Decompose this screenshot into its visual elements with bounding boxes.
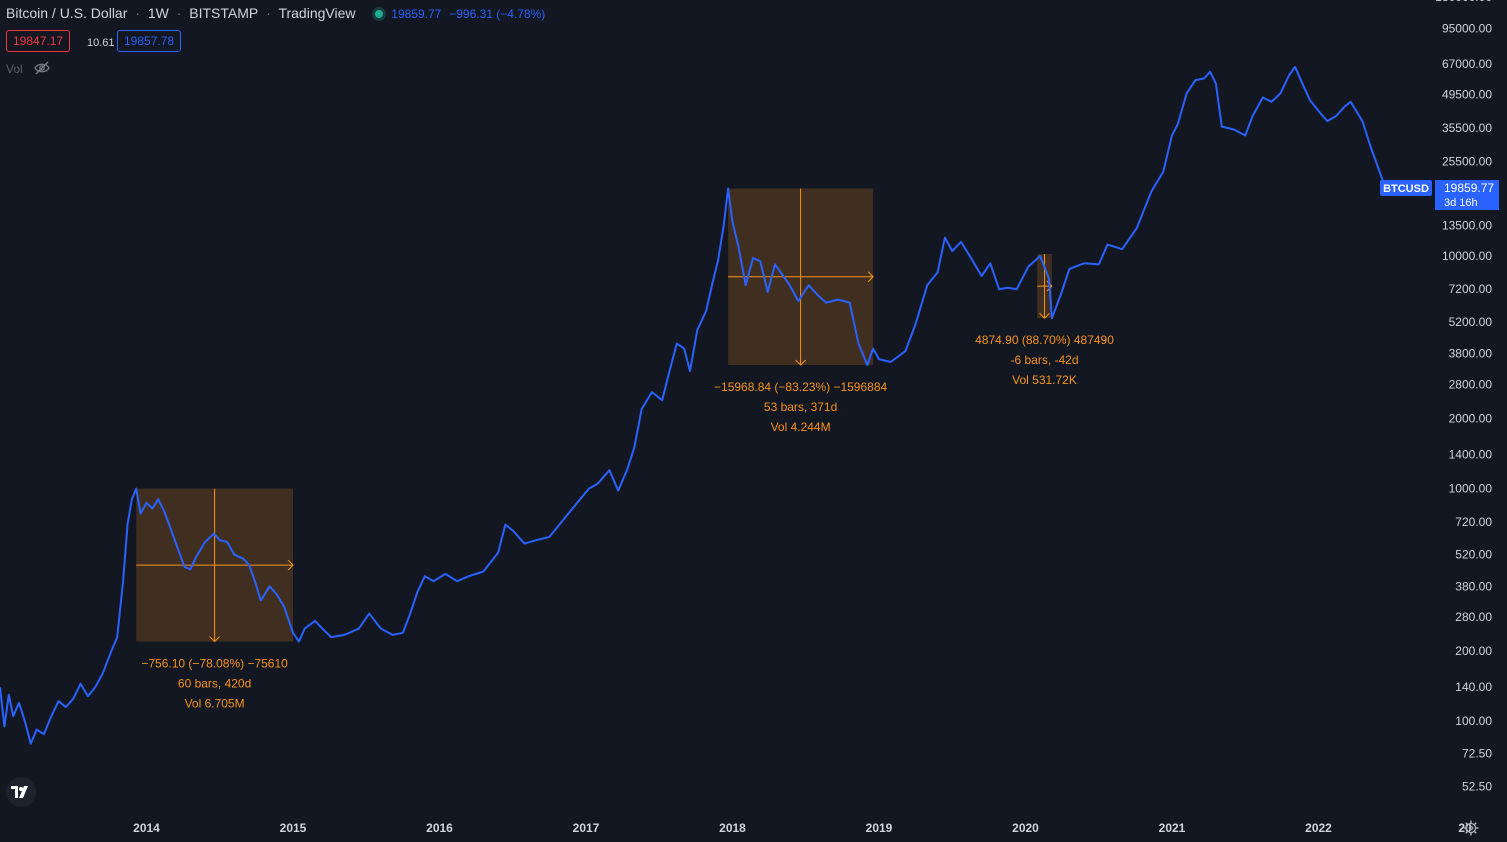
price-axis-label: 49500.00	[1442, 87, 1492, 101]
price-axis-label: 2800.00	[1449, 378, 1493, 392]
time-axis-label: 2017	[573, 821, 600, 835]
tradingview-logo-icon[interactable]	[6, 777, 36, 807]
last-price-label: 19859.77	[1444, 181, 1494, 195]
exchange-label: BITSTAMP	[189, 5, 259, 21]
measure-label: −15968.84 (−83.23%) −1596884	[714, 380, 887, 394]
hidden-eye-icon[interactable]	[34, 61, 50, 75]
last-price-value: 19859.77	[391, 7, 442, 21]
ticker-label: BTCUSD	[1383, 183, 1429, 195]
time-axis-label: 2020	[1012, 821, 1039, 835]
measure-label: Vol 6.705M	[185, 697, 245, 711]
time-axis-label: 2022	[1305, 821, 1332, 835]
price-axis-label: 95000.00	[1442, 22, 1492, 36]
time-axis-label: 2015	[280, 821, 307, 835]
volume-legend: Vol	[6, 62, 23, 76]
price-axis-label: 2000.00	[1449, 412, 1493, 426]
price-axis-label: 130000.00	[1435, 0, 1492, 4]
price-axis-label: 52.50	[1462, 779, 1492, 793]
measure-label: 4874.90 (88.70%) 487490	[975, 333, 1114, 347]
price-axis-label: 25500.00	[1442, 154, 1492, 168]
measure-label: 60 bars, 420d	[178, 677, 251, 691]
interval-label[interactable]: 1W	[147, 5, 169, 21]
price-axis-label: 5200.00	[1449, 315, 1493, 329]
settings-gear-icon[interactable]	[1463, 820, 1479, 836]
price-axis-label: 520.00	[1455, 548, 1492, 562]
price-axis[interactable]: 130000.00 95000.00 67000.00 49500.00 35500.0…	[1435, 0, 1492, 793]
price-axis-label: 100.00	[1455, 714, 1492, 728]
measure-arrow-icon	[795, 359, 806, 366]
price-range-measure[interactable]	[728, 188, 874, 366]
price-axis-label: 720.00	[1455, 515, 1492, 529]
symbol-title[interactable]: Bitcoin / U.S. Dollar	[6, 5, 128, 21]
price-axis-label: 140.00	[1455, 680, 1492, 694]
measure-arrow-icon	[209, 636, 220, 643]
time-axis-label: 2014	[133, 821, 160, 835]
measure-boxes	[136, 188, 1053, 643]
last-price-tag: BTCUSD 19859.77 3d 16h	[1380, 180, 1499, 210]
spread-value: 10.61	[87, 37, 115, 49]
measure-label: Vol 531.72K	[1012, 373, 1077, 387]
time-axis[interactable]: 2014 2015 2016 2017 2018 2019 2020 2021 2022 20	[133, 821, 1472, 835]
measure-arrow-icon	[287, 559, 294, 571]
price-axis-label: 1000.00	[1449, 482, 1493, 496]
market-status-icon[interactable]	[375, 9, 384, 18]
measure-label: Vol 4.244M	[771, 420, 831, 434]
sell-price-button[interactable]: 19847.17	[6, 30, 71, 52]
price-axis-label: 72.50	[1462, 747, 1492, 761]
measure-label: −756.10 (−78.08%) −75610	[141, 657, 288, 671]
bar-countdown-label: 3d 16h	[1444, 197, 1478, 209]
measure-label: 53 bars, 371d	[764, 400, 837, 414]
measure-labels: −756.10 (−78.08%) −75610 60 bars, 420d Vol…	[141, 333, 1114, 710]
price-axis-label: 67000.00	[1442, 57, 1492, 71]
price-change-value: −996.31 (−4.78%)	[449, 7, 546, 21]
price-axis-label: 280.00	[1455, 610, 1492, 624]
measure-arrow-icon	[1039, 312, 1050, 319]
price-axis-label: 3800.00	[1449, 347, 1493, 361]
time-axis-label: 2021	[1159, 821, 1186, 835]
price-axis-label: 7200.00	[1449, 282, 1493, 296]
btc-price-line	[0, 65, 1397, 745]
measure-arrow-icon	[867, 271, 874, 283]
price-range-measure[interactable]	[136, 488, 294, 643]
source-label: TradingView	[278, 5, 356, 21]
measure-label: -6 bars, -42d	[1010, 353, 1078, 367]
price-axis-label: 35500.00	[1442, 121, 1492, 135]
price-axis-label: 1400.00	[1449, 448, 1493, 462]
price-axis-label: 13500.00	[1442, 219, 1492, 233]
time-axis-label: 2016	[426, 821, 453, 835]
price-axis-label: 10000.00	[1442, 249, 1492, 263]
time-axis-label: 2018	[719, 821, 746, 835]
legend-header: Bitcoin / U.S. Dollar · 1W · BITSTAMP · …	[6, 5, 546, 21]
buy-price-button[interactable]: 19857.78	[117, 30, 182, 52]
price-axis-label: 380.00	[1455, 579, 1492, 593]
price-axis-label: 200.00	[1455, 644, 1492, 658]
time-axis-label: 2019	[866, 821, 893, 835]
